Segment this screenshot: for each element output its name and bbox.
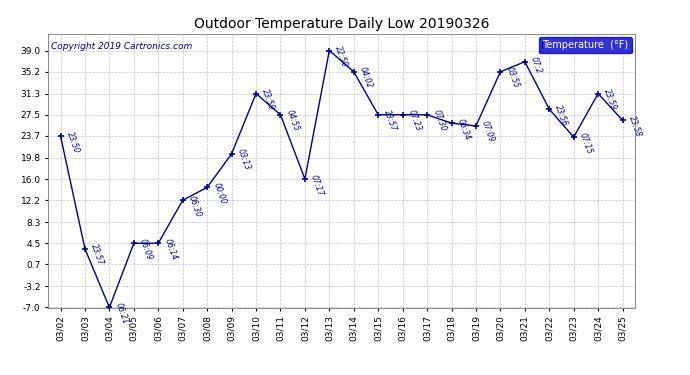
Text: 06:34: 06:34: [455, 117, 472, 141]
Text: 06:09: 06:09: [138, 237, 154, 261]
Text: 07:2: 07:2: [529, 56, 543, 75]
Text: 06:14: 06:14: [162, 237, 179, 261]
Text: 07:09: 07:09: [480, 120, 496, 144]
Title: Outdoor Temperature Daily Low 20190326: Outdoor Temperature Daily Low 20190326: [194, 17, 489, 31]
Text: 23:57: 23:57: [382, 109, 398, 133]
Text: 07:15: 07:15: [578, 131, 594, 155]
Text: 23:59: 23:59: [260, 88, 276, 111]
Text: 00:00: 00:00: [211, 182, 227, 206]
Text: 06:21: 06:21: [114, 302, 130, 326]
Text: 23:58: 23:58: [627, 114, 643, 138]
Text: 04:02: 04:02: [358, 66, 374, 90]
Text: 23:57: 23:57: [89, 243, 105, 267]
Text: 23:59: 23:59: [602, 88, 618, 111]
Legend: Temperature  (°F): Temperature (°F): [539, 37, 632, 54]
Text: 03:13: 03:13: [236, 148, 252, 172]
Text: 22:50: 22:50: [333, 45, 350, 69]
Text: 04:55: 04:55: [284, 109, 301, 133]
Text: 07:30: 07:30: [431, 109, 447, 133]
Text: 23:50: 23:50: [65, 130, 81, 154]
Text: 07:17: 07:17: [309, 173, 325, 197]
Text: Copyright 2019 Cartronics.com: Copyright 2019 Cartronics.com: [51, 42, 193, 51]
Text: 06:30: 06:30: [187, 194, 203, 218]
Text: 07:23: 07:23: [407, 109, 423, 133]
Text: 23:56: 23:56: [553, 104, 569, 127]
Text: 03:55: 03:55: [504, 66, 520, 90]
